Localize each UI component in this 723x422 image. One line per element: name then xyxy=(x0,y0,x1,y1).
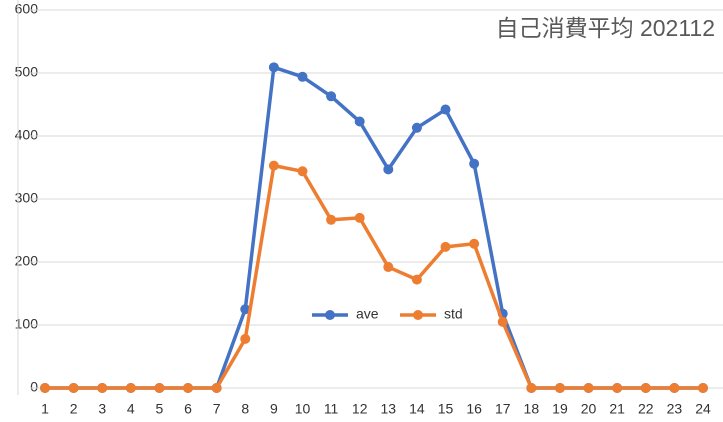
y-tick-label: 200 xyxy=(15,253,39,269)
x-tick-label: 15 xyxy=(438,401,454,417)
legend-label: ave xyxy=(356,306,379,322)
x-tick-label: 22 xyxy=(638,401,654,417)
data-point xyxy=(183,383,194,393)
data-point xyxy=(68,383,79,393)
x-tick-label: 7 xyxy=(213,401,221,417)
data-point xyxy=(411,122,422,133)
y-tick-label: 300 xyxy=(15,190,39,206)
data-point xyxy=(469,238,480,249)
y-tick-label: 0 xyxy=(30,379,38,395)
y-tick-label: 100 xyxy=(15,316,39,332)
chart-title: 自己消費平均 202112 xyxy=(496,15,715,41)
data-point xyxy=(698,383,708,393)
data-point xyxy=(383,164,394,175)
legend-marker xyxy=(413,310,423,320)
data-point xyxy=(326,214,337,225)
legend-marker xyxy=(325,310,335,320)
data-point xyxy=(554,383,565,393)
x-tick-label: 3 xyxy=(98,401,106,417)
x-tick-label: 9 xyxy=(270,401,278,417)
x-tick-label: 6 xyxy=(184,401,192,417)
data-point xyxy=(326,91,337,102)
y-tick-label: 600 xyxy=(15,1,39,17)
x-tick-label: 8 xyxy=(241,401,249,417)
data-point xyxy=(411,274,422,285)
data-point xyxy=(297,166,308,177)
data-point xyxy=(240,333,251,344)
data-point xyxy=(268,62,279,73)
y-tick-label: 400 xyxy=(15,127,39,143)
data-point xyxy=(297,71,308,82)
x-tick-label: 2 xyxy=(70,401,78,417)
x-tick-label: 4 xyxy=(127,401,135,417)
data-point xyxy=(97,383,108,393)
x-tick-label: 20 xyxy=(581,401,597,417)
data-point xyxy=(583,383,594,393)
x-tick-label: 5 xyxy=(156,401,164,417)
legend-label: std xyxy=(444,306,463,322)
x-tick-label: 14 xyxy=(409,401,425,417)
y-tick-label: 500 xyxy=(15,64,39,80)
data-point xyxy=(526,383,537,393)
data-point xyxy=(354,116,365,127)
x-tick-label: 17 xyxy=(495,401,511,417)
x-tick-label: 16 xyxy=(466,401,482,417)
data-point xyxy=(469,158,480,169)
data-point xyxy=(40,383,50,393)
x-tick-label: 10 xyxy=(295,401,311,417)
x-tick-label: 18 xyxy=(524,401,540,417)
data-point xyxy=(125,383,136,393)
data-point xyxy=(440,241,451,252)
data-point xyxy=(497,316,508,327)
data-point xyxy=(354,212,365,223)
data-point xyxy=(383,262,394,273)
x-tick-label: 1 xyxy=(41,401,49,417)
data-point xyxy=(612,383,623,393)
data-point xyxy=(669,383,680,393)
x-tick-label: 21 xyxy=(609,401,625,417)
data-point xyxy=(240,304,251,315)
x-tick-label: 11 xyxy=(324,401,339,417)
x-tick-label: 13 xyxy=(381,401,397,417)
x-tick-label: 19 xyxy=(552,401,568,417)
x-tick-label: 23 xyxy=(667,401,683,417)
data-point xyxy=(211,383,222,393)
data-point xyxy=(154,383,165,393)
data-point xyxy=(640,383,651,393)
data-point xyxy=(440,104,451,115)
x-tick-label: 12 xyxy=(352,401,368,417)
data-point xyxy=(268,160,279,171)
x-tick-label: 24 xyxy=(695,401,711,417)
